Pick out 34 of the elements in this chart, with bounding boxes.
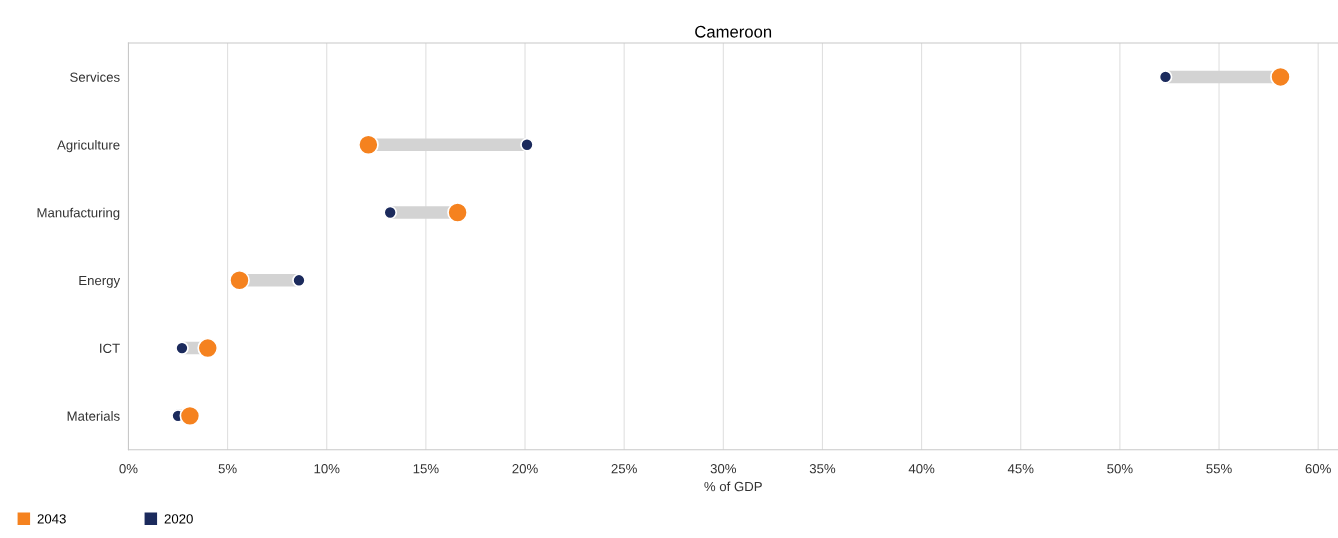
x-tick-label: 45% [1007, 464, 1034, 474]
point [447, 202, 469, 223]
x-tick-label: 55% [1206, 464, 1232, 474]
x-tick-label: 40% [908, 464, 935, 474]
point [357, 134, 379, 156]
point [197, 337, 219, 359]
x-tick-label: 60% [1305, 464, 1331, 474]
x-tick-label: 10% [314, 464, 340, 474]
x-tick-label: 50% [1107, 464, 1133, 474]
y-tick-label: Services [70, 72, 120, 82]
y-tick-label: Energy [79, 276, 121, 288]
point [1270, 66, 1291, 88]
point [292, 273, 306, 288]
x-tick-label: 15% [413, 464, 439, 474]
legend-label: 2020 [164, 514, 193, 524]
point [179, 405, 201, 427]
point [383, 205, 398, 220]
y-tick-label: Materials [67, 411, 120, 421]
point [1158, 70, 1173, 84]
point [520, 137, 534, 152]
legend-label: 2043 [37, 514, 66, 524]
x-tick-label: 5% [218, 464, 237, 474]
x-tick-label: 35% [809, 464, 836, 474]
y-tick-label: ICT [100, 343, 120, 353]
chart-title: Cameroon [695, 25, 772, 38]
x-axis-title: % of GDP [704, 481, 762, 492]
point [175, 341, 189, 355]
x-tick-label: 30% [710, 464, 737, 474]
x-tick-label: 20% [512, 464, 538, 474]
y-tick-label: Manufacturing [37, 207, 120, 221]
point [229, 269, 250, 291]
y-tick-label: Agriculture [57, 139, 120, 153]
x-tick-label: 0% [119, 464, 138, 474]
x-tick-label: 25% [611, 464, 637, 474]
